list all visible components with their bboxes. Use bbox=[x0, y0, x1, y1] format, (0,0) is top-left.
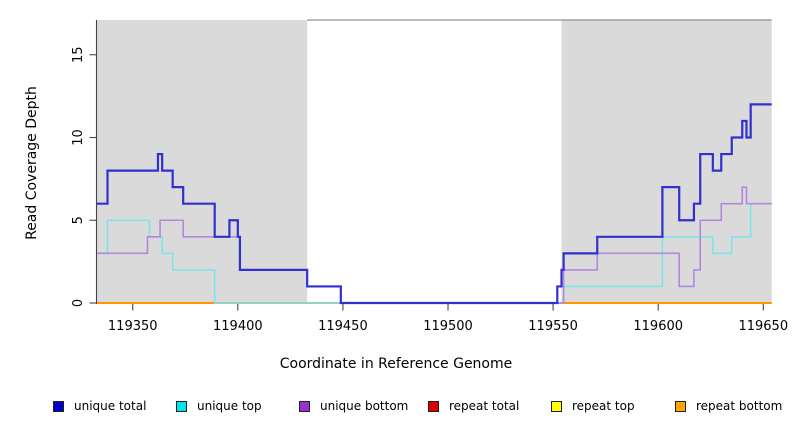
legend: unique total unique top unique bottom repea… bbox=[0, 398, 792, 418]
legend-swatch-icon bbox=[551, 400, 562, 412]
highlight-region-1 bbox=[561, 20, 772, 304]
x-tick-label: 119650 bbox=[738, 319, 788, 334]
legend-swatch-icon bbox=[675, 400, 686, 412]
series-line-unique-bottom bbox=[97, 186, 772, 304]
legend-swatch-icon bbox=[53, 400, 64, 412]
legend-item-repeat-bottom: repeat bottom bbox=[675, 398, 782, 414]
x-axis-title: Coordinate in Reference Genome bbox=[279, 356, 513, 372]
y-tick-label: 0 bbox=[71, 299, 86, 307]
legend-item-unique-top: unique top bbox=[176, 398, 262, 414]
x-tick-label: 119500 bbox=[423, 319, 473, 334]
legend-item-repeat-total: repeat total bbox=[428, 398, 519, 414]
y-tick-label: 15 bbox=[71, 46, 86, 63]
y-tick-label: 5 bbox=[71, 216, 86, 224]
legend-item-label: repeat total bbox=[449, 399, 520, 413]
legend-item-label: repeat top bbox=[572, 399, 635, 413]
x-tick-label: 119400 bbox=[213, 319, 263, 334]
legend-item-label: unique top bbox=[197, 399, 262, 413]
legend-item-unique-total: unique total bbox=[53, 398, 146, 414]
legend-item-label: unique total bbox=[74, 399, 147, 413]
legend-item-repeat-top: repeat top bbox=[551, 398, 635, 414]
legend-item-label: repeat bottom bbox=[696, 399, 783, 413]
y-tick-label: 10 bbox=[71, 129, 86, 146]
y-axis-title: Read Coverage Depth bbox=[24, 86, 40, 240]
legend-swatch-icon bbox=[176, 400, 187, 412]
x-tick-label: 119450 bbox=[318, 319, 368, 334]
series-line-unique-total bbox=[97, 103, 772, 305]
legend-swatch-icon bbox=[428, 400, 439, 412]
legend-item-unique-bottom: unique bottom bbox=[299, 398, 408, 414]
legend-swatch-icon bbox=[299, 400, 310, 412]
highlight-region-0 bbox=[97, 20, 308, 304]
x-tick-label: 119600 bbox=[633, 319, 683, 334]
legend-item-label: unique bottom bbox=[320, 399, 409, 413]
x-tick-label: 119550 bbox=[528, 319, 578, 334]
x-tick-label: 119350 bbox=[108, 319, 158, 334]
